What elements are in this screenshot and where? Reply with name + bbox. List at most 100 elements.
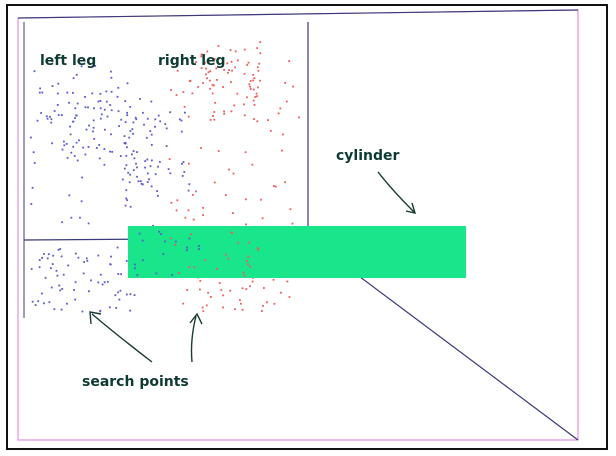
left-search-point: [53, 308, 56, 311]
left-search-point: [124, 204, 127, 207]
search-arrow-right: [189, 312, 203, 363]
left-search-point: [85, 128, 88, 131]
left-search-point: [129, 130, 132, 132]
left-search-point: [59, 248, 62, 250]
left-search-point: [128, 181, 131, 184]
left-search-point: [126, 199, 129, 201]
right-search-point: [202, 214, 204, 216]
right-search-point: [243, 114, 246, 117]
left-search-point: [148, 178, 150, 181]
left-search-point: [116, 246, 119, 249]
right-search-point: [234, 308, 236, 310]
left-search-point: [120, 118, 123, 121]
left-search-point: [188, 237, 191, 240]
right-search-point: [183, 105, 186, 108]
left-search-point: [58, 284, 61, 287]
left-search-point: [167, 168, 170, 170]
right-search-point: [223, 110, 225, 113]
left-search-point: [132, 169, 135, 171]
left-search-point: [103, 148, 106, 150]
left-search-point: [41, 257, 43, 259]
right-search-point: [213, 181, 216, 184]
left-search-point: [61, 148, 64, 151]
left-search-point: [98, 157, 101, 160]
left-search-point: [136, 274, 139, 276]
right-search-point: [252, 88, 255, 91]
right-search-point: [205, 304, 208, 307]
left-search-point: [125, 154, 128, 157]
left-search-point: [88, 124, 90, 127]
left-search-point: [51, 263, 54, 265]
right-search-point: [206, 77, 208, 80]
left-search-point: [165, 127, 168, 130]
left-search-point: [72, 120, 74, 123]
left-search-point: [123, 135, 126, 137]
room-top-edge: [17, 9, 579, 19]
left-search-point: [117, 110, 120, 113]
right-search-point: [193, 266, 196, 269]
right-search-point: [249, 85, 251, 88]
left-search-point: [57, 248, 60, 251]
left-search-point: [77, 256, 80, 259]
left-search-point: [134, 267, 136, 270]
left-search-point: [85, 257, 88, 260]
left-search-point: [70, 216, 73, 219]
right-search-point: [215, 67, 218, 70]
right-search-point: [244, 151, 247, 154]
right-search-point: [298, 116, 300, 119]
left-search-point: [51, 85, 54, 87]
right-search-point: [212, 84, 215, 87]
right-search-point: [286, 280, 289, 283]
left-search-point: [146, 117, 149, 120]
left-search-point: [84, 153, 87, 156]
left-search-point: [175, 240, 177, 243]
right-search-point: [249, 80, 252, 82]
right-search-point: [220, 289, 223, 291]
left-search-point: [66, 157, 69, 159]
right-search-point: [187, 209, 190, 212]
left-search-point: [57, 114, 60, 116]
left-search-point: [154, 125, 156, 128]
right-search-point: [232, 172, 235, 175]
left-search-point: [100, 113, 103, 116]
right-search-point: [182, 302, 185, 305]
left-search-point: [126, 114, 129, 117]
left-search-point: [187, 189, 190, 192]
left-search-point: [138, 232, 141, 235]
left-search-point: [142, 111, 144, 114]
right-search-point: [227, 257, 230, 260]
left-search-point: [32, 151, 35, 154]
left-search-point: [136, 175, 138, 178]
left-search-point: [72, 77, 75, 80]
left-search-point: [120, 273, 122, 276]
left-search-point: [117, 273, 120, 275]
right-search-point: [245, 260, 248, 262]
left-search-point: [82, 146, 85, 149]
right-search-point: [216, 267, 218, 270]
left-search-point: [74, 117, 76, 119]
left-search-point: [162, 253, 165, 255]
left-search-point: [99, 93, 102, 95]
right-search-point: [191, 194, 194, 196]
left-search-point: [165, 145, 168, 147]
right-search-point: [274, 185, 277, 188]
left-search-point: [124, 121, 127, 123]
left-search-point: [53, 110, 56, 112]
left-search-point: [101, 283, 104, 286]
left-search-point: [94, 65, 97, 67]
cylinder-shape: [128, 226, 466, 278]
right-search-point: [284, 82, 287, 84]
left-search-point: [136, 166, 138, 169]
left-search-point: [127, 171, 130, 174]
right-search-point: [200, 147, 202, 149]
right-search-point: [202, 310, 205, 313]
left-search-point: [144, 160, 147, 162]
left-search-point: [131, 128, 134, 130]
left-search-point: [146, 158, 149, 161]
left-search-point: [52, 254, 55, 257]
left-search-point: [87, 222, 90, 225]
right-search-point: [233, 104, 236, 107]
right-search-point: [284, 181, 286, 184]
left-search-point: [36, 119, 39, 122]
left-search-point: [41, 292, 43, 295]
